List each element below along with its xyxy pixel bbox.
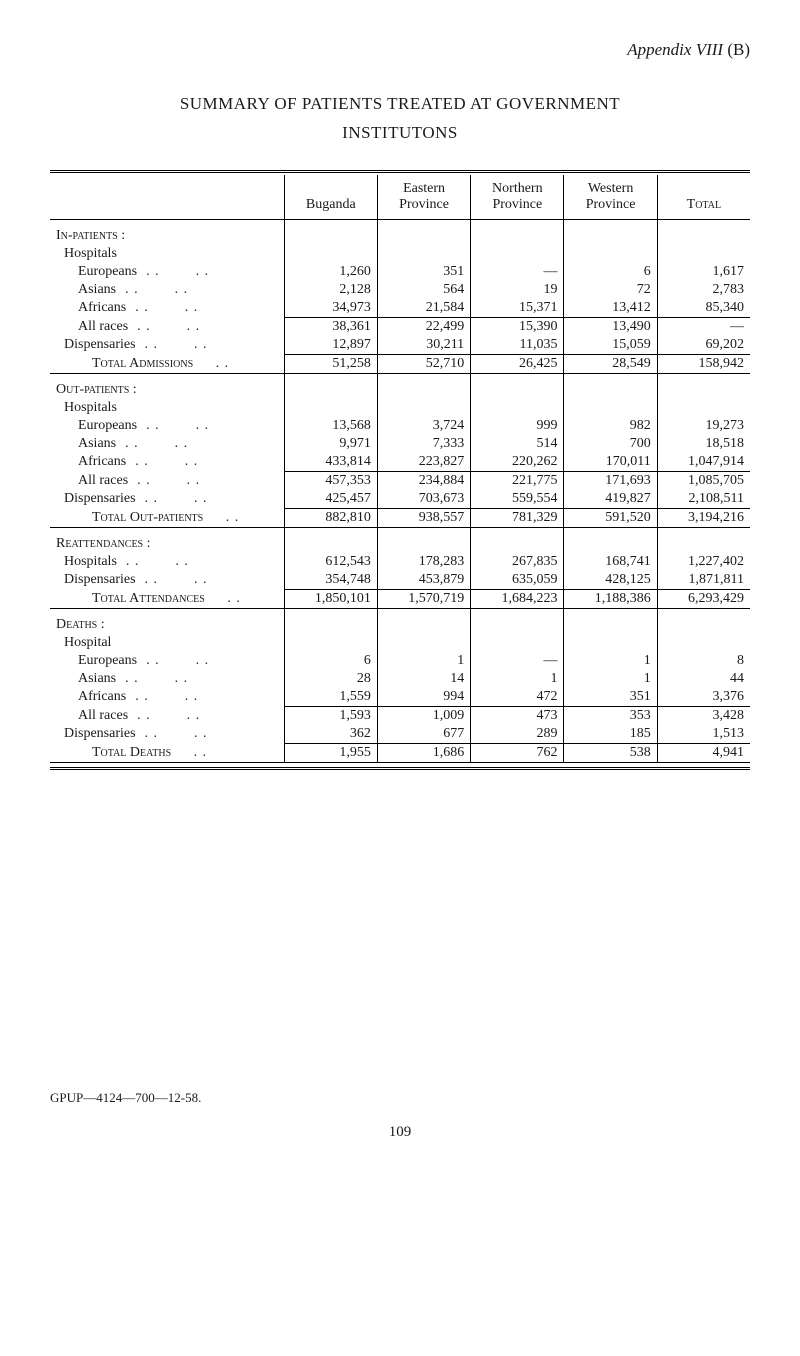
col-eastern: EasternProvince (377, 175, 470, 220)
table-row: Asians 28 14 1 1 44 (50, 670, 750, 688)
table-row: Africans 433,814 223,827 220,262 170,011… (50, 453, 750, 472)
outpatients-sub: Hospitals (50, 399, 284, 417)
table-row: Africans 34,973 21,584 15,371 13,412 85,… (50, 299, 750, 318)
table-row: Dispensaries 425,457 703,673 559,554 419… (50, 490, 750, 509)
page-title: SUMMARY OF PATIENTS TREATED AT GOVERNMEN… (50, 90, 750, 148)
table-row: Hospitals 612,543 178,283 267,835 168,74… (50, 553, 750, 571)
table-row: Europeans 6 1 — 1 8 (50, 652, 750, 670)
title-line-2: INSTITUTONS (342, 123, 458, 142)
table-row: Dispensaries 12,897 30,211 11,035 15,059… (50, 336, 750, 355)
table-row: All races 38,361 22,499 15,390 13,490 — (50, 317, 750, 336)
col-western: WesternProvince (564, 175, 657, 220)
appendix-part: (B) (727, 40, 750, 59)
table-row: Dispensaries 354,748 453,879 635,059 428… (50, 571, 750, 590)
deaths-sub: Hospital (50, 634, 284, 652)
footer-code: GPUP—4124—700—12-58. (50, 1090, 750, 1106)
table-row: Europeans 1,260 351 — 6 1,617 (50, 263, 750, 281)
title-line-1: SUMMARY OF PATIENTS TREATED AT GOVERNMEN… (180, 94, 620, 113)
table-row: Total Out-patients 882,810 938,557 781,3… (50, 508, 750, 527)
col-northern: NorthernProvince (471, 175, 564, 220)
inpatients-head: In-patients : (50, 219, 284, 245)
col-buganda: Buganda (284, 175, 377, 220)
summary-table: Buganda EasternProvince NorthernProvince… (50, 170, 750, 770)
deaths-head: Deaths : (50, 608, 284, 634)
table-row: Asians 9,971 7,333 514 700 18,518 (50, 435, 750, 453)
table-row: Total Attendances 1,850,101 1,570,719 1,… (50, 589, 750, 608)
table-row: Total Deaths 1,955 1,686 762 538 4,941 (50, 743, 750, 762)
appendix-text: Appendix VIII (627, 40, 723, 59)
table-row: Europeans 13,568 3,724 999 982 19,273 (50, 417, 750, 435)
table-row: Dispensaries 362 677 289 185 1,513 (50, 725, 750, 744)
table-row: All races 1,593 1,009 473 353 3,428 (50, 706, 750, 725)
table-row: All races 457,353 234,884 221,775 171,69… (50, 471, 750, 490)
col-total: Total (657, 175, 750, 220)
table-row: Asians 2,128 564 19 72 2,783 (50, 281, 750, 299)
table-row: Africans 1,559 994 472 351 3,376 (50, 688, 750, 707)
outpatients-head: Out-patients : (50, 373, 284, 399)
reatt-head: Reattendances : (50, 527, 284, 553)
page-number: 109 (50, 1124, 750, 1141)
header-blank (50, 175, 284, 220)
appendix-label: Appendix VIII (B) (50, 40, 750, 60)
table-row: Total Admissions 51,258 52,710 26,425 28… (50, 354, 750, 373)
inpatients-sub: Hospitals (50, 245, 284, 263)
